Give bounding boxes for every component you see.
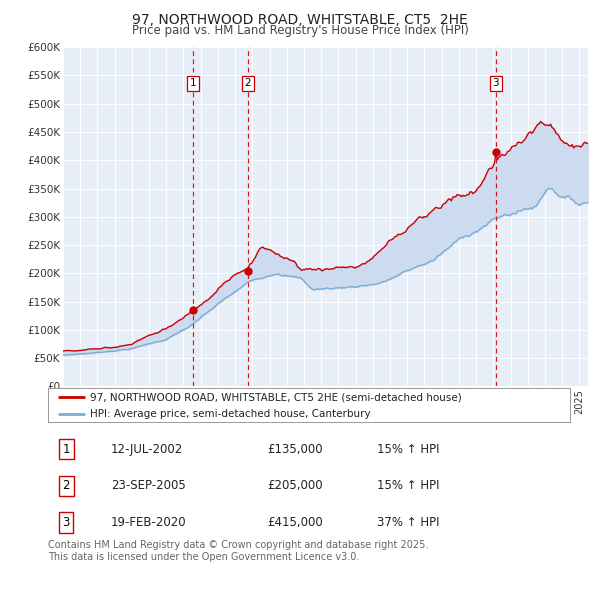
Text: HPI: Average price, semi-detached house, Canterbury: HPI: Average price, semi-detached house,… — [90, 409, 370, 419]
Text: £135,000: £135,000 — [267, 443, 323, 456]
Text: £205,000: £205,000 — [267, 480, 323, 493]
Text: 97, NORTHWOOD ROAD, WHITSTABLE, CT5 2HE (semi-detached house): 97, NORTHWOOD ROAD, WHITSTABLE, CT5 2HE … — [90, 392, 461, 402]
Text: Contains HM Land Registry data © Crown copyright and database right 2025.
This d: Contains HM Land Registry data © Crown c… — [48, 540, 428, 562]
Text: 3: 3 — [62, 516, 70, 529]
Text: 1: 1 — [62, 443, 70, 456]
Text: £415,000: £415,000 — [267, 516, 323, 529]
Text: 15% ↑ HPI: 15% ↑ HPI — [377, 443, 439, 456]
Text: 15% ↑ HPI: 15% ↑ HPI — [377, 480, 439, 493]
Text: 23-SEP-2005: 23-SEP-2005 — [110, 480, 185, 493]
Text: 12-JUL-2002: 12-JUL-2002 — [110, 443, 183, 456]
Text: 3: 3 — [492, 78, 499, 88]
Text: 2: 2 — [244, 78, 251, 88]
Text: 1: 1 — [190, 78, 196, 88]
Text: 19-FEB-2020: 19-FEB-2020 — [110, 516, 186, 529]
Text: 37% ↑ HPI: 37% ↑ HPI — [377, 516, 439, 529]
Text: 2: 2 — [62, 480, 70, 493]
Text: Price paid vs. HM Land Registry's House Price Index (HPI): Price paid vs. HM Land Registry's House … — [131, 24, 469, 37]
Text: 97, NORTHWOOD ROAD, WHITSTABLE, CT5  2HE: 97, NORTHWOOD ROAD, WHITSTABLE, CT5 2HE — [132, 13, 468, 27]
